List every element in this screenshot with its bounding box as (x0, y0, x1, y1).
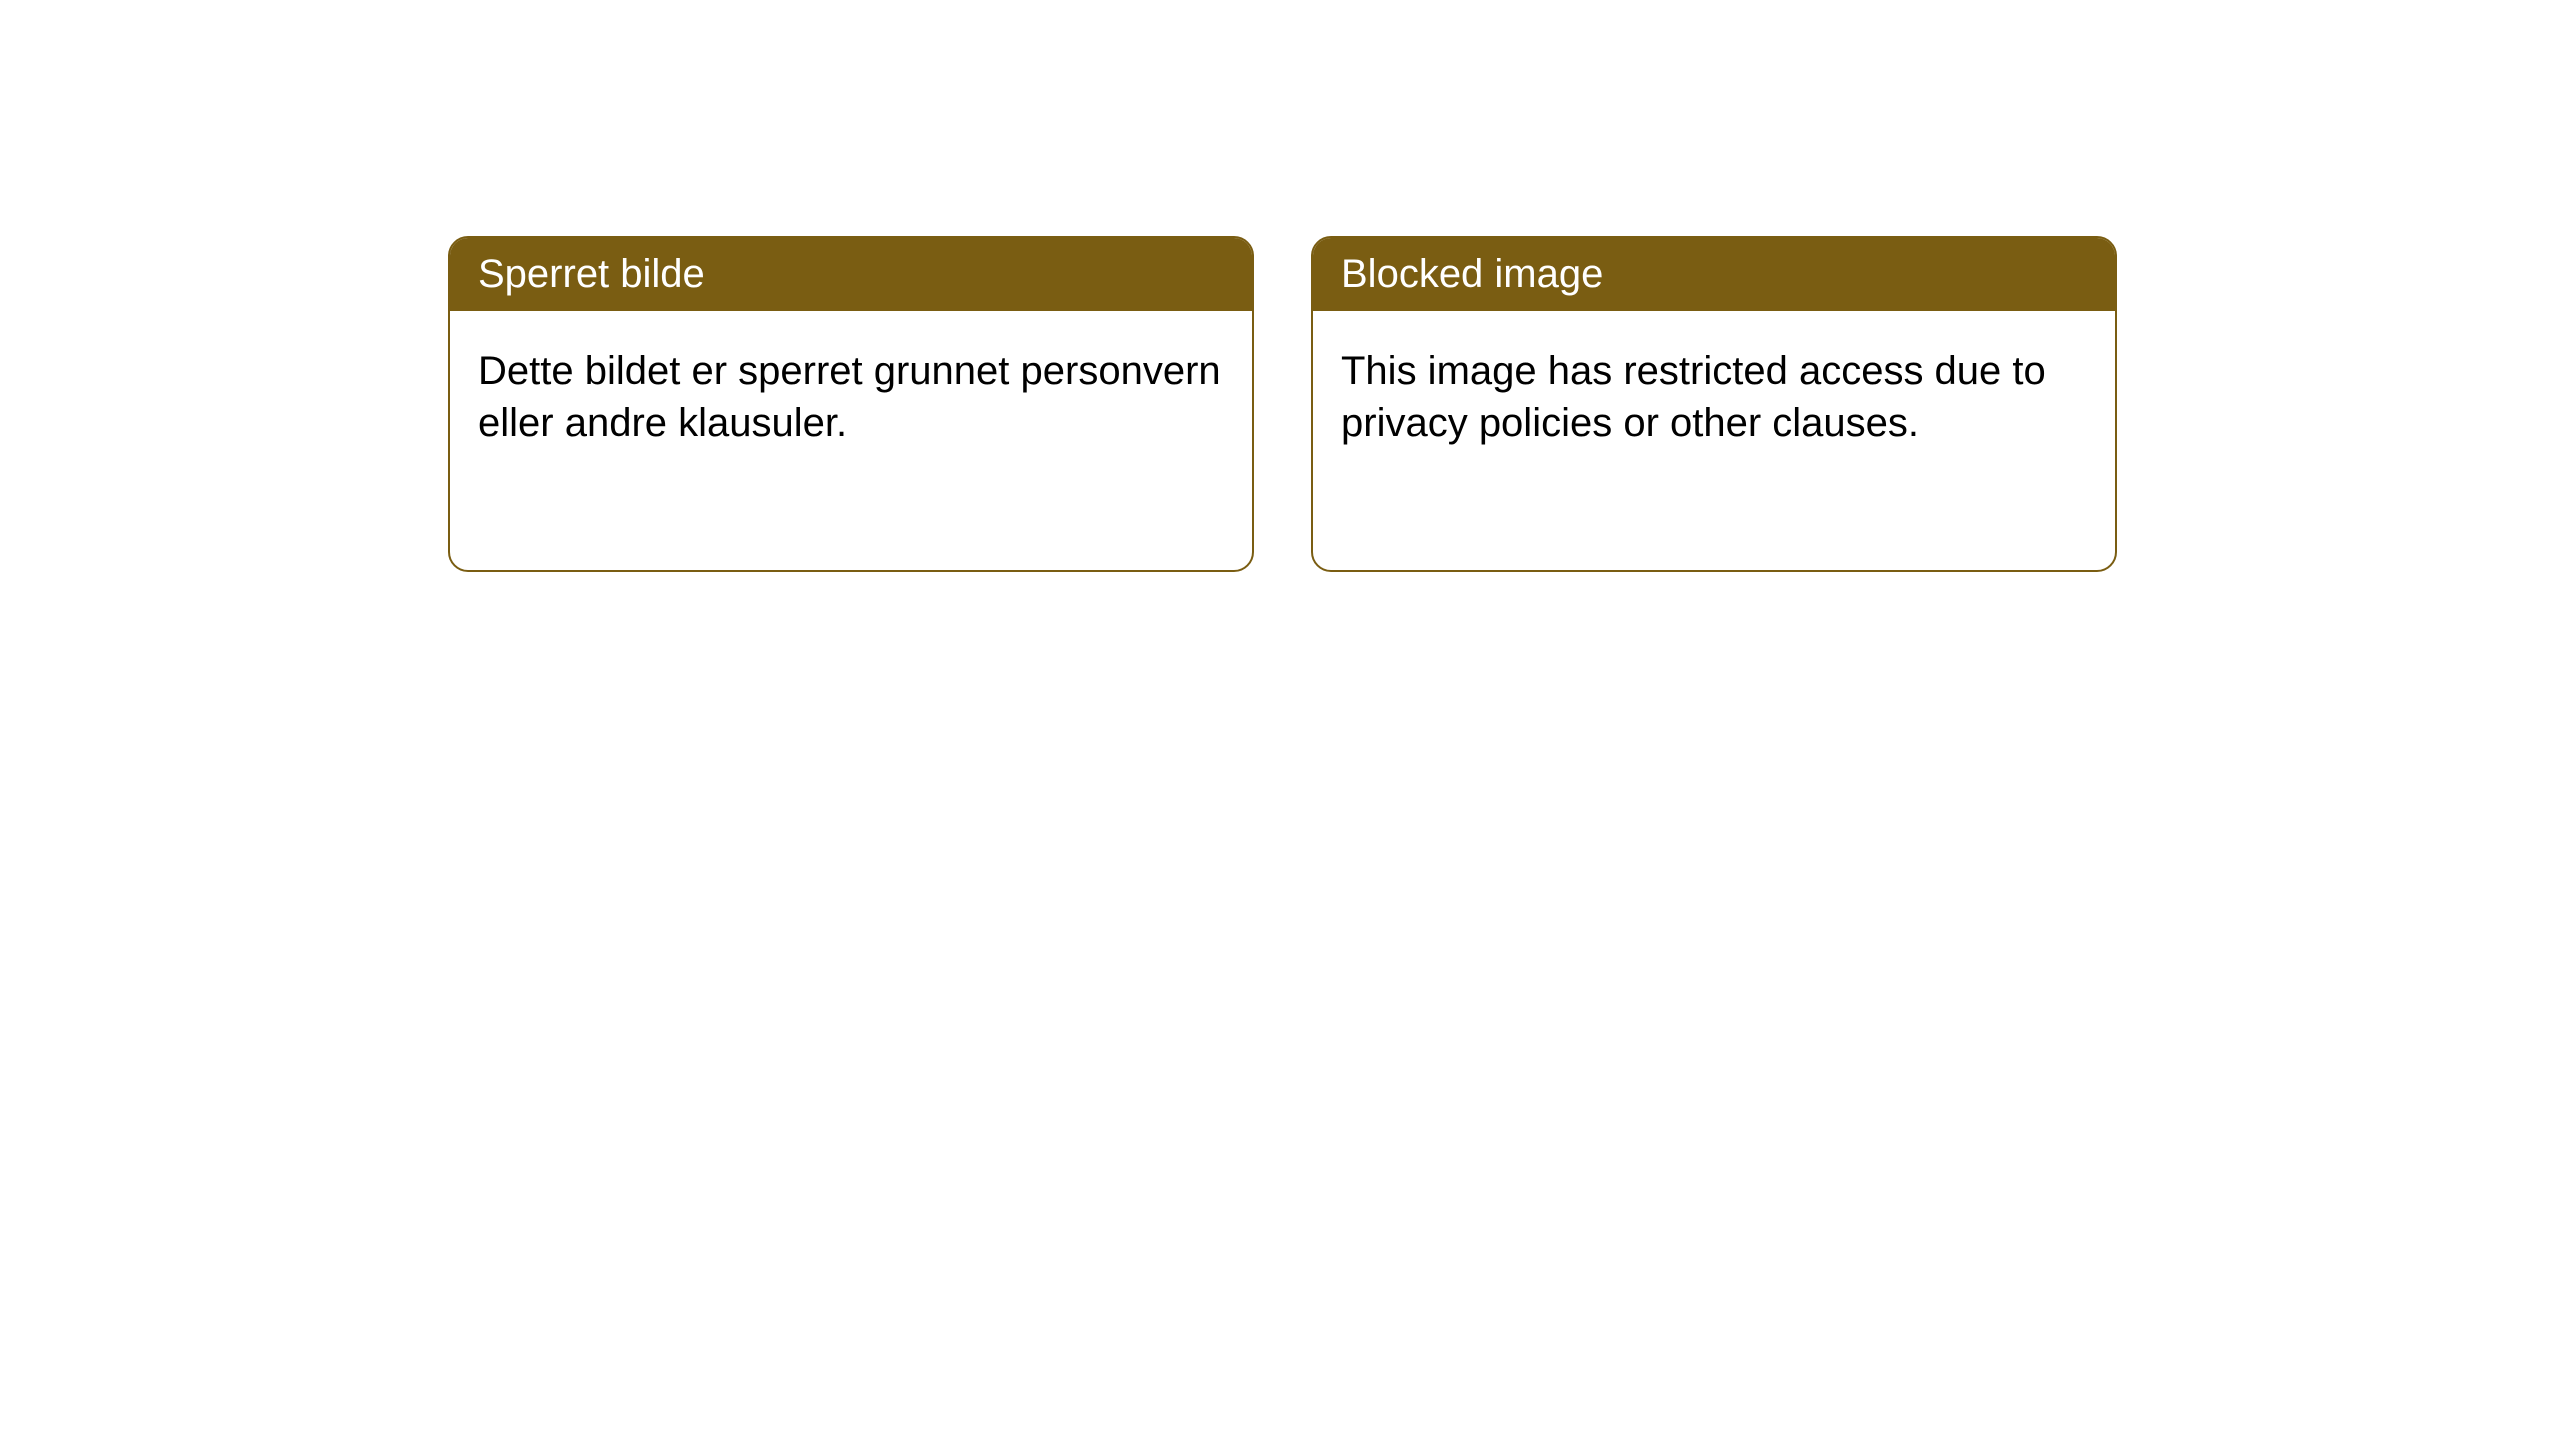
blocked-image-card-en: Blocked image This image has restricted … (1311, 236, 2117, 572)
card-body-en: This image has restricted access due to … (1313, 311, 2115, 483)
card-title-en: Blocked image (1313, 238, 2115, 311)
card-body-no: Dette bildet er sperret grunnet personve… (450, 311, 1252, 483)
card-title-no: Sperret bilde (450, 238, 1252, 311)
blocked-image-card-no: Sperret bilde Dette bildet er sperret gr… (448, 236, 1254, 572)
cards-container: Sperret bilde Dette bildet er sperret gr… (448, 236, 2117, 572)
